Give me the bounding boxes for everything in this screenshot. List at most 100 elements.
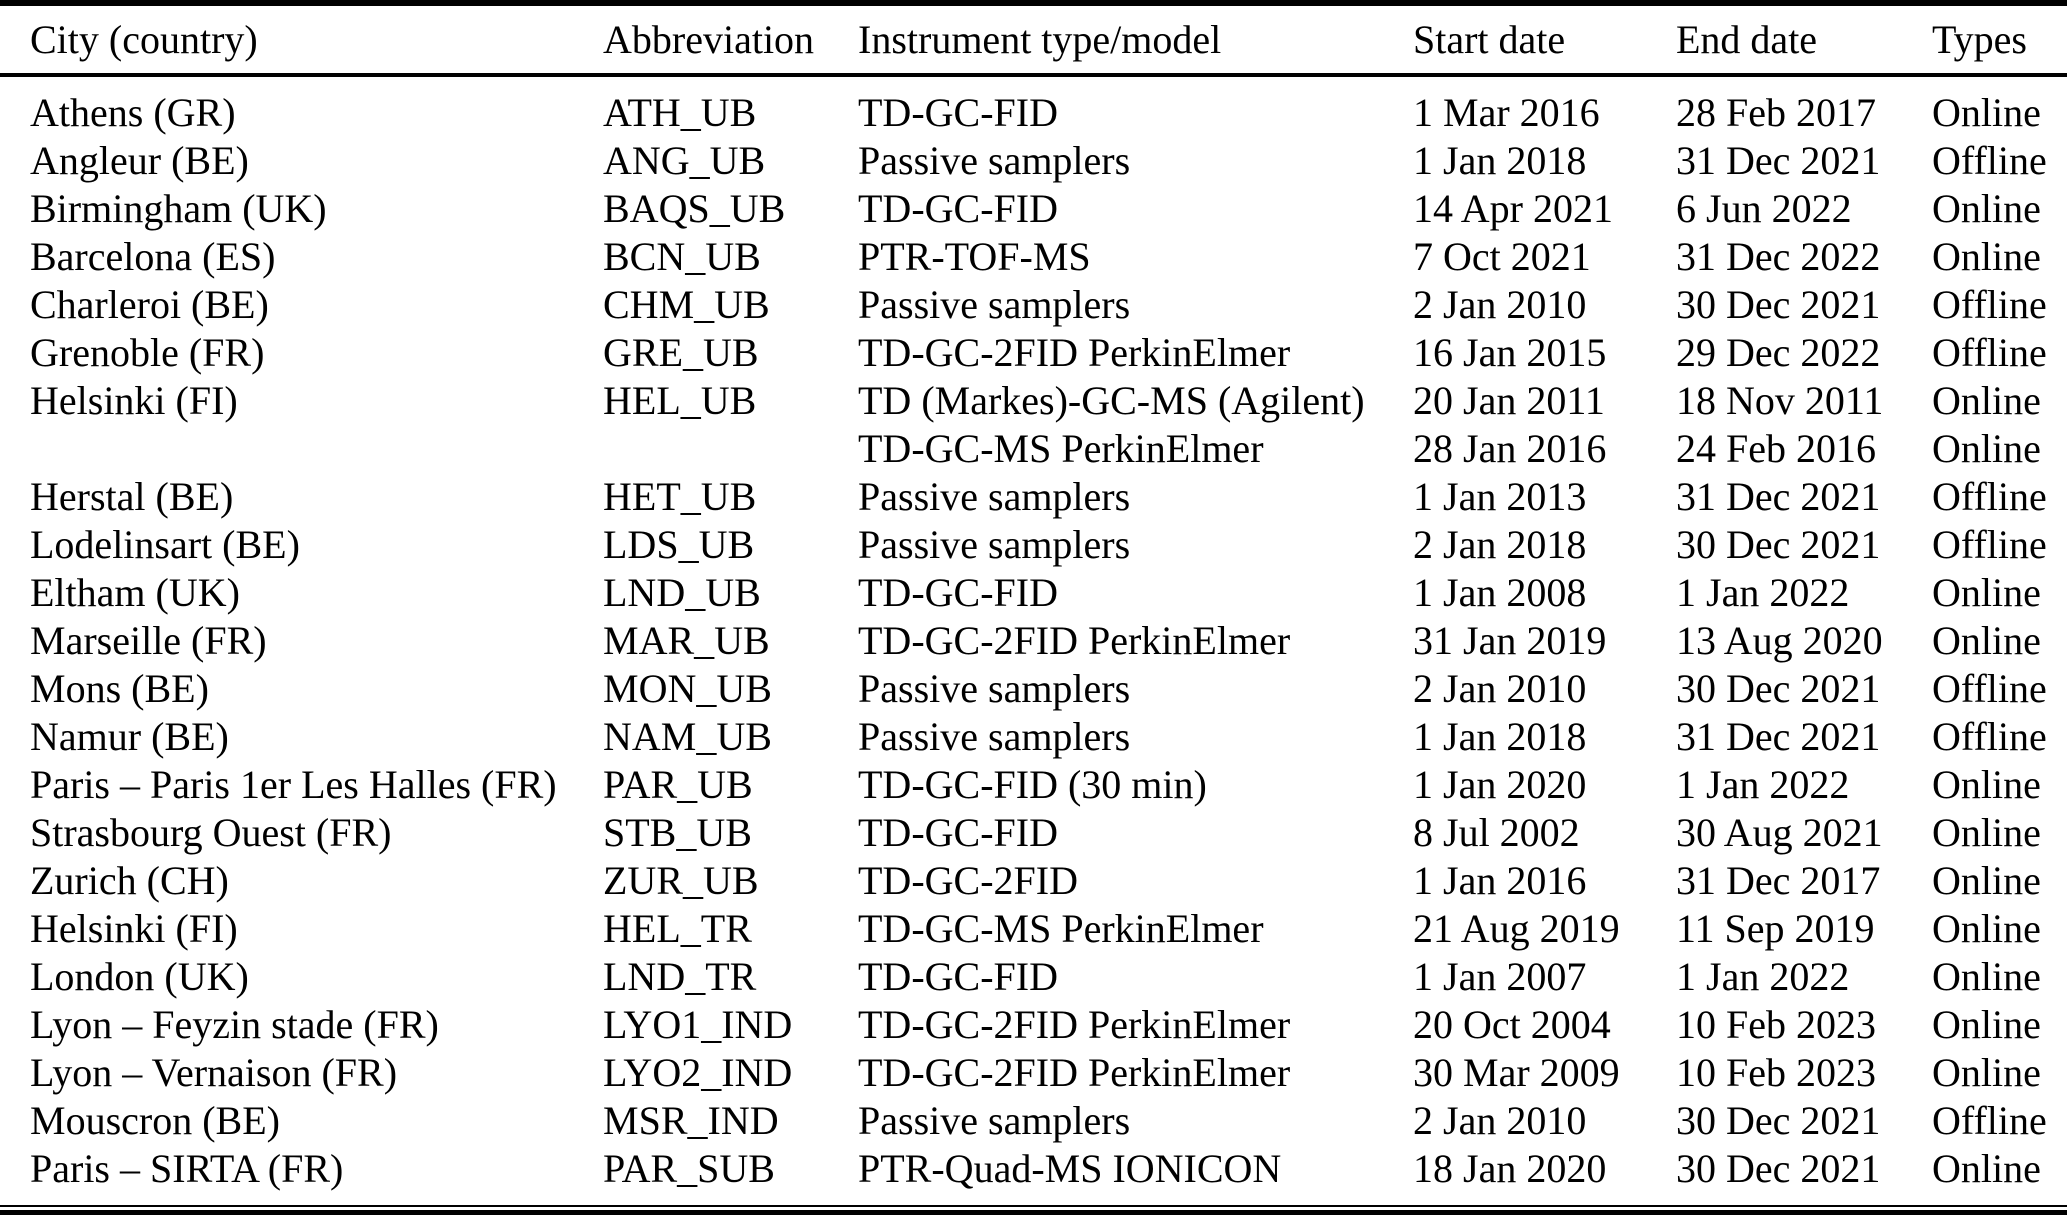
table-row: Helsinki (FI) HEL_UB TD (Markes)-GC-MS (Ag…: [0, 377, 2067, 425]
table-row: Lyon – Vernaison (FR) LYO2_IND TD-GC-2FID …: [0, 1049, 2067, 1097]
cell-abbr: BAQS_UB: [603, 186, 786, 231]
table-row: Strasbourg Ouest (FR) STB_UB TD-GC-FID 8 Ju…: [0, 809, 2067, 857]
table-row: Mouscron (BE) MSR_IND Passive samplers 2 Ja…: [0, 1097, 2067, 1145]
cell-abbr: LND_TR: [603, 954, 757, 999]
cell-abbr: LND_UB: [603, 570, 761, 615]
cell-abbr: GRE_UB: [603, 330, 759, 375]
cell-start: 7 Oct 2021: [1413, 234, 1591, 279]
cell-start: 28 Jan 2016: [1413, 426, 1607, 471]
cell-city: Marseille (FR): [30, 618, 267, 663]
cell-end: 31 Dec 2017: [1676, 858, 1881, 903]
table-row: Grenoble (FR) GRE_UB TD-GC-2FID PerkinElme…: [0, 329, 2067, 377]
cell-instrument: TD-GC-FID: [858, 810, 1058, 855]
cell-type: Online: [1932, 426, 2041, 471]
cell-end: 31 Dec 2021: [1676, 138, 1881, 183]
cell-end: 30 Dec 2021: [1676, 282, 1881, 327]
cell-type: Online: [1932, 234, 2041, 279]
table-body: Athens (GR) ATH_UB TD-GC-FID 1 Mar 2016 28 F…: [0, 75, 2067, 1205]
cell-end: 31 Dec 2021: [1676, 474, 1881, 519]
cell-city: Eltham (UK): [30, 570, 240, 615]
cell-end: 6 Jun 2022: [1676, 186, 1852, 231]
cell-end: 10 Feb 2023: [1676, 1050, 1876, 1095]
cell-type: Online: [1932, 906, 2041, 951]
table-row: Paris – SIRTA (FR) PAR_SUB PTR-Quad-MS ION…: [0, 1145, 2067, 1205]
table-row: Zurich (CH) ZUR_UB TD-GC-2FID 1 Jan 2016 31 …: [0, 857, 2067, 905]
cell-abbr: MAR_UB: [603, 618, 770, 663]
cell-instrument: Passive samplers: [858, 522, 1131, 567]
column-header-city: City (country): [30, 17, 258, 62]
cell-type: Offline: [1932, 522, 2047, 567]
cell-end: 31 Dec 2022: [1676, 234, 1881, 279]
cell-abbr: BCN_UB: [603, 234, 761, 279]
cell-type: Online: [1932, 186, 2041, 231]
table-row: Namur (BE) NAM_UB Passive samplers 1 Jan 20…: [0, 713, 2067, 761]
cell-city: Angleur (BE): [30, 138, 249, 183]
cell-city: Charleroi (BE): [30, 282, 269, 327]
table-row: Lodelinsart (BE) LDS_UB Passive samplers 2 …: [0, 521, 2067, 569]
cell-abbr: HEL_TR: [603, 906, 752, 951]
cell-instrument: TD-GC-FID: [858, 90, 1058, 135]
cell-start: 1 Jan 2018: [1413, 138, 1587, 183]
cell-instrument: TD-GC-FID: [858, 570, 1058, 615]
cell-city: Athens (GR): [30, 90, 236, 135]
cell-instrument: TD-GC-MS PerkinElmer: [858, 426, 1264, 471]
cell-end: 11 Sep 2019: [1676, 906, 1875, 951]
cell-abbr: PAR_UB: [603, 762, 753, 807]
cell-start: 2 Jan 2010: [1413, 282, 1587, 327]
table-row: Barcelona (ES) BCN_UB PTR-TOF-MS 7 Oct 2021…: [0, 233, 2067, 281]
column-header-types: Types: [1932, 17, 2027, 62]
cell-city: Namur (BE): [30, 714, 229, 759]
cell-abbr: HET_UB: [603, 474, 757, 519]
table-row: Marseille (FR) MAR_UB TD-GC-2FID PerkinElm…: [0, 617, 2067, 665]
column-header-instrument: Instrument type/model: [858, 17, 1222, 62]
cell-type: Offline: [1932, 666, 2047, 711]
cell-end: 10 Feb 2023: [1676, 1002, 1876, 1047]
cell-instrument: TD-GC-2FID PerkinElmer: [858, 330, 1291, 375]
cell-instrument: TD-GC-2FID: [858, 858, 1078, 903]
cell-type: Online: [1932, 1146, 2041, 1191]
cell-type: Online: [1932, 954, 2041, 999]
cell-city: Mons (BE): [30, 666, 209, 711]
cell-end: 29 Dec 2022: [1676, 330, 1881, 375]
column-header-abbreviation: Abbreviation: [603, 17, 815, 62]
cell-instrument: Passive samplers: [858, 138, 1131, 183]
cell-start: 1 Jan 2020: [1413, 762, 1587, 807]
cell-abbr: PAR_SUB: [603, 1146, 775, 1191]
cell-instrument: Passive samplers: [858, 666, 1131, 711]
cell-end: 30 Dec 2021: [1676, 522, 1881, 567]
cell-instrument: TD-GC-FID (30 min): [858, 762, 1207, 807]
cell-end: 13 Aug 2020: [1676, 618, 1883, 663]
cell-start: 1 Jan 2013: [1413, 474, 1587, 519]
cell-type: Online: [1932, 90, 2041, 135]
cell-city: Lyon – Vernaison (FR): [30, 1050, 398, 1095]
cell-abbr: LYO1_IND: [603, 1002, 793, 1047]
cell-city: Lodelinsart (BE): [30, 522, 300, 567]
cell-city: Grenoble (FR): [30, 330, 265, 375]
cell-abbr: STB_UB: [603, 810, 752, 855]
cell-end: 28 Feb 2017: [1676, 90, 1876, 135]
cell-type: Online: [1932, 378, 2041, 423]
header-row: City (country) Abbreviation Instrument t…: [0, 3, 2067, 75]
cell-type: Offline: [1932, 138, 2047, 183]
cell-end: 30 Dec 2021: [1676, 1098, 1881, 1143]
cell-instrument: TD-GC-FID: [858, 186, 1058, 231]
table-row: Athens (GR) ATH_UB TD-GC-FID 1 Mar 2016 28 F…: [0, 75, 2067, 137]
cell-end: 1 Jan 2022: [1676, 762, 1850, 807]
cell-instrument: TD-GC-2FID PerkinElmer: [858, 618, 1291, 663]
cell-abbr: HEL_UB: [603, 378, 757, 423]
cell-city: Paris – Paris 1er Les Halles (FR): [30, 762, 557, 807]
cell-start: 1 Jan 2008: [1413, 570, 1587, 615]
cell-start: 1 Mar 2016: [1413, 90, 1600, 135]
cell-start: 2 Jan 2010: [1413, 666, 1587, 711]
cell-start: 8 Jul 2002: [1413, 810, 1580, 855]
table-row: Angleur (BE) ANG_UB Passive samplers 1 Jan …: [0, 137, 2067, 185]
cell-type: Offline: [1932, 330, 2047, 375]
cell-start: 2 Jan 2010: [1413, 1098, 1587, 1143]
cell-abbr: MON_UB: [603, 666, 772, 711]
cell-instrument: TD (Markes)-GC-MS (Agilent): [858, 378, 1365, 423]
cell-start: 21 Aug 2019: [1413, 906, 1620, 951]
cell-end: 30 Dec 2021: [1676, 666, 1881, 711]
cell-end: 30 Aug 2021: [1676, 810, 1883, 855]
cell-start: 20 Oct 2004: [1413, 1002, 1611, 1047]
